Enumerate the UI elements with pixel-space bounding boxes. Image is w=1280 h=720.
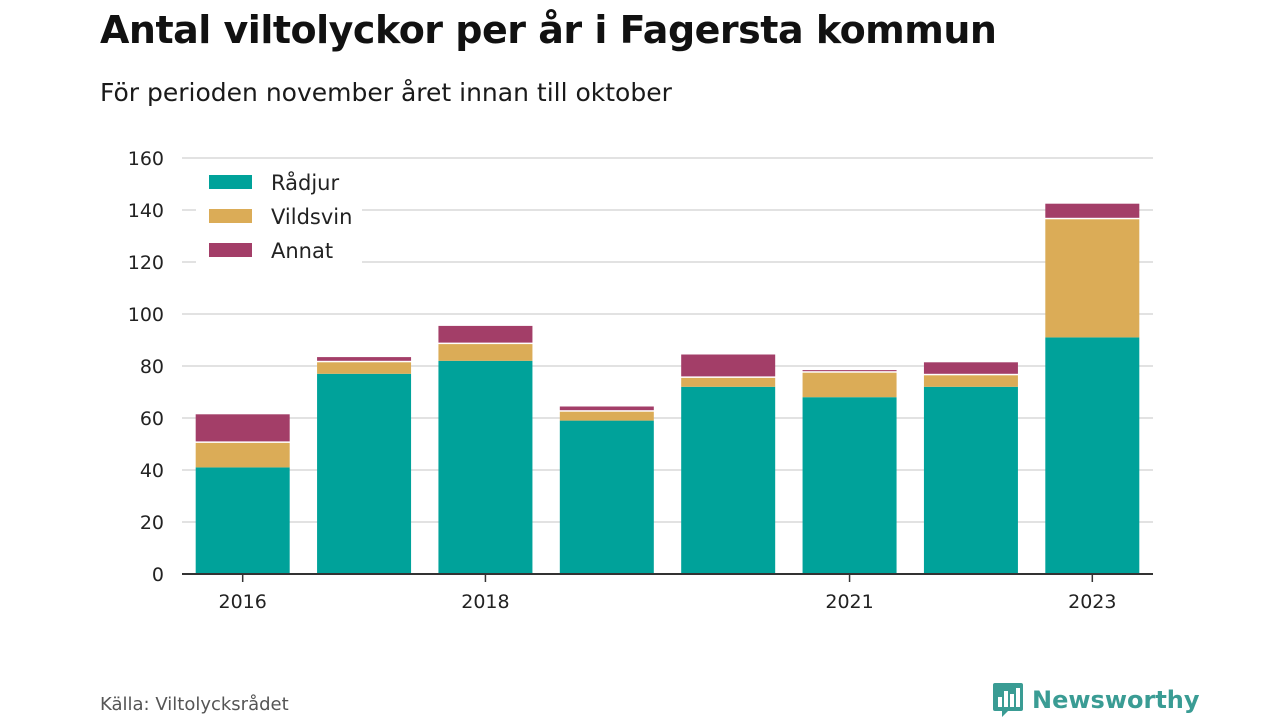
chart-title: Antal viltolyckor per år i Fagersta komm… bbox=[100, 8, 997, 52]
bar-segment-rådjur-2023 bbox=[1045, 337, 1140, 574]
bar-segment-rådjur-2019 bbox=[559, 420, 654, 574]
bar-segment-vildsvin-2022 bbox=[923, 375, 1018, 387]
bar-segment-annat-2020 bbox=[681, 354, 776, 377]
legend: Rådjur Vildsvin Annat bbox=[196, 162, 362, 264]
y-tick-label: 120 bbox=[128, 252, 164, 274]
legend-label-vildsvin: Vildsvin bbox=[271, 205, 352, 229]
bar-segment-annat-2023 bbox=[1045, 203, 1140, 218]
y-tick-label: 20 bbox=[140, 512, 164, 534]
bars bbox=[195, 203, 1140, 574]
bar-segment-rådjur-2018 bbox=[438, 360, 533, 574]
x-tick-label: 2021 bbox=[825, 591, 873, 613]
y-tick-label: 80 bbox=[140, 356, 164, 378]
bar-segment-vildsvin-2021 bbox=[802, 372, 897, 398]
bar-segment-vildsvin-2018 bbox=[438, 344, 533, 361]
bar-segment-rådjur-2017 bbox=[317, 373, 412, 574]
bar-segment-rådjur-2021 bbox=[802, 397, 897, 574]
y-tick-label: 160 bbox=[128, 148, 164, 170]
x-tick-label: 2016 bbox=[219, 591, 267, 613]
y-tick-label: 0 bbox=[152, 564, 164, 586]
brand-logo: Newsworthy bbox=[992, 682, 1200, 718]
legend-swatch-annat bbox=[209, 243, 252, 257]
legend-label-rådjur: Rådjur bbox=[271, 170, 339, 195]
bar-segment-rådjur-2016 bbox=[195, 467, 290, 574]
bar-segment-rådjur-2020 bbox=[681, 386, 776, 574]
legend-swatch-vildsvin bbox=[209, 209, 252, 223]
source-note: Källa: Viltolycksrådet bbox=[100, 694, 289, 715]
bar-segment-annat-2017 bbox=[317, 357, 412, 361]
bar-segment-rådjur-2022 bbox=[923, 386, 1018, 574]
bar-segment-vildsvin-2017 bbox=[317, 362, 412, 374]
y-axis-ticks: 0 20 40 60 80 100 120 140 160 bbox=[128, 148, 164, 586]
bar-segment-vildsvin-2023 bbox=[1045, 219, 1140, 338]
legend-label-annat: Annat bbox=[271, 239, 333, 263]
x-axis-ticks: 2016 2018 2021 2023 bbox=[219, 574, 1116, 613]
x-tick-label: 2018 bbox=[461, 591, 509, 613]
x-tick-label: 2023 bbox=[1068, 591, 1116, 613]
stacked-bar-chart: 0 20 40 60 80 100 120 140 160 2016 2018 2021 2023 R… bbox=[128, 148, 1153, 613]
bar-segment-vildsvin-2016 bbox=[195, 442, 290, 468]
bar-segment-annat-2022 bbox=[923, 362, 1018, 374]
bar-segment-annat-2016 bbox=[195, 414, 290, 442]
bar-segment-annat-2018 bbox=[438, 325, 533, 343]
legend-swatch-rådjur bbox=[209, 175, 252, 189]
bar-segment-vildsvin-2019 bbox=[559, 411, 654, 421]
chart-subtitle: För perioden november året innan till ok… bbox=[100, 78, 672, 107]
bar-segment-annat-2019 bbox=[559, 406, 654, 411]
bar-segment-vildsvin-2020 bbox=[681, 377, 776, 387]
y-tick-label: 100 bbox=[128, 304, 164, 326]
brand-name: Newsworthy bbox=[1032, 686, 1200, 714]
bar-segment-annat-2021 bbox=[802, 370, 897, 372]
y-tick-label: 40 bbox=[140, 460, 164, 482]
bar-chart-speech-icon bbox=[993, 683, 1023, 717]
y-tick-label: 140 bbox=[128, 200, 164, 222]
y-tick-label: 60 bbox=[140, 408, 164, 430]
